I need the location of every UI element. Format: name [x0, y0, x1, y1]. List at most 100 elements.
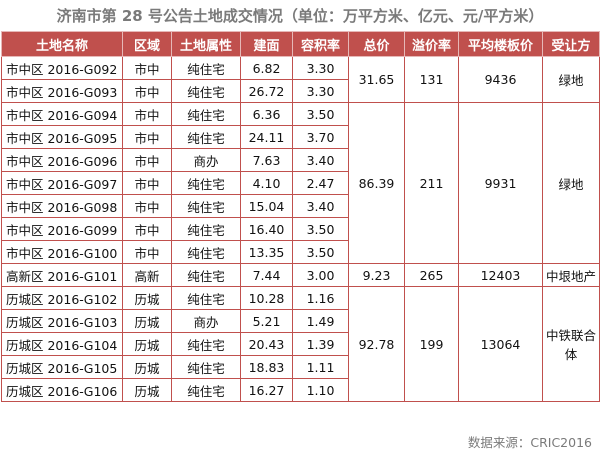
table-row: 市中区 2016-G097 市中 纯住宅 4.10 2.47: [1, 171, 600, 195]
cell-land-name: 市中区 2016-G095: [1, 125, 123, 149]
cell-area: 市中: [122, 217, 172, 241]
cell-floor-area: 10.28: [240, 286, 293, 310]
cell-area: 市中: [122, 148, 172, 172]
col-header-buyer: 受让方: [542, 31, 600, 57]
cell-floor-area: 13.35: [240, 240, 293, 264]
cell-land-type: 商办: [171, 148, 241, 172]
table-body: 市中区 2016-G092 市中 纯住宅 6.82 3.30 31.65 131 9436 绿地…: [1, 56, 600, 402]
cell-plot-ratio: 3.40: [292, 148, 349, 172]
cell-land-name: 市中区 2016-G094: [1, 102, 123, 126]
table-row: 历城区 2016-G106 历城 纯住宅 16.27 1.10: [1, 378, 600, 402]
cell-land-name: 市中区 2016-G099: [1, 217, 123, 241]
cell-land-name: 市中区 2016-G098: [1, 194, 123, 218]
table-row: 市中区 2016-G098 市中 纯住宅 15.04 3.40: [1, 194, 600, 218]
cell-floor-area: 6.82: [240, 56, 293, 80]
table-title: 济南市第 28 号公告土地成交情况（单位：万平方米、亿元、元/平方米）: [56, 7, 544, 25]
col-header-floor-price: 平均楼板价: [458, 31, 543, 57]
cell-buyer: 绿地: [542, 56, 600, 103]
cell-floor-area: 7.44: [240, 263, 293, 287]
cell-plot-ratio: 3.70: [292, 125, 349, 149]
cell-land-name: 历城区 2016-G106: [1, 378, 123, 402]
cell-area: 历城: [122, 309, 172, 333]
cell-total-price: 86.39: [348, 102, 405, 264]
col-header-type: 土地属性: [171, 31, 241, 57]
cell-land-type: 商办: [171, 309, 241, 333]
cell-plot-ratio: 1.11: [292, 355, 349, 379]
table-row: 市中区 2016-G099 市中 纯住宅 16.40 3.50: [1, 217, 600, 241]
cell-area: 历城: [122, 332, 172, 356]
col-header-name: 土地名称: [1, 31, 123, 57]
cell-floor-area: 20.43: [240, 332, 293, 356]
cell-floor-area: 16.27: [240, 378, 293, 402]
cell-land-type: 纯住宅: [171, 194, 241, 218]
cell-land-name: 历城区 2016-G102: [1, 286, 123, 310]
cell-land-type: 纯住宅: [171, 263, 241, 287]
cell-floor-area: 6.36: [240, 102, 293, 126]
col-header-premium: 溢价率: [404, 31, 459, 57]
table-row: 历城区 2016-G105 历城 纯住宅 18.83 1.11: [1, 355, 600, 379]
table-row: 市中区 2016-G096 市中 商办 7.63 3.40: [1, 148, 600, 172]
table-row: 历城区 2016-G103 历城 商办 5.21 1.49: [1, 309, 600, 333]
cell-premium-rate: 265: [404, 263, 459, 287]
cell-premium-rate: 211: [404, 102, 459, 264]
cell-land-name: 市中区 2016-G092: [1, 56, 123, 80]
table-row: 历城区 2016-G104 历城 纯住宅 20.43 1.39: [1, 332, 600, 356]
cell-land-type: 纯住宅: [171, 125, 241, 149]
cell-area: 市中: [122, 194, 172, 218]
cell-plot-ratio: 1.49: [292, 309, 349, 333]
cell-plot-ratio: 3.50: [292, 217, 349, 241]
col-header-total: 总价: [348, 31, 405, 57]
cell-floor-area: 5.21: [240, 309, 293, 333]
cell-plot-ratio: 3.00: [292, 263, 349, 287]
cell-land-type: 纯住宅: [171, 217, 241, 241]
cell-floor-area: 7.63: [240, 148, 293, 172]
cell-area: 市中: [122, 125, 172, 149]
cell-plot-ratio: 3.50: [292, 240, 349, 264]
cell-area: 市中: [122, 171, 172, 195]
cell-area: 高新: [122, 263, 172, 287]
cell-plot-ratio: 1.39: [292, 332, 349, 356]
cell-land-name: 历城区 2016-G105: [1, 355, 123, 379]
cell-buyer: 绿地: [542, 102, 600, 264]
cell-plot-ratio: 1.16: [292, 286, 349, 310]
cell-floor-area: 16.40: [240, 217, 293, 241]
cell-floor-area: 4.10: [240, 171, 293, 195]
cell-land-type: 纯住宅: [171, 332, 241, 356]
cell-land-type: 纯住宅: [171, 378, 241, 402]
col-header-ratio: 容积率: [292, 31, 349, 57]
cell-land-type: 纯住宅: [171, 102, 241, 126]
cell-land-name: 市中区 2016-G093: [1, 79, 123, 103]
cell-land-type: 纯住宅: [171, 79, 241, 103]
cell-land-type: 纯住宅: [171, 240, 241, 264]
cell-land-name: 高新区 2016-G101: [1, 263, 123, 287]
cell-land-type: 纯住宅: [171, 355, 241, 379]
cell-land-name: 市中区 2016-G097: [1, 171, 123, 195]
cell-area: 历城: [122, 378, 172, 402]
cell-floor-area: 15.04: [240, 194, 293, 218]
cell-area: 市中: [122, 56, 172, 80]
cell-plot-ratio: 1.10: [292, 378, 349, 402]
cell-total-price: 31.65: [348, 56, 405, 103]
header-row: 土地名称 区域 土地属性 建面 容积率 总价 溢价率 平均楼板价 受让方: [1, 31, 600, 57]
cell-area: 历城: [122, 355, 172, 379]
cell-buyer: 中铁联合体: [542, 286, 600, 402]
cell-buyer: 中垠地产: [542, 263, 600, 287]
table-row: 市中区 2016-G093 市中 纯住宅 26.72 3.30: [1, 79, 600, 103]
cell-land-type: 纯住宅: [171, 171, 241, 195]
col-header-area: 区域: [122, 31, 172, 57]
cell-total-price: 9.23: [348, 263, 405, 287]
cell-floor-area: 26.72: [240, 79, 293, 103]
cell-area: 历城: [122, 286, 172, 310]
cell-area: 市中: [122, 79, 172, 103]
cell-avg-floor-price: 9931: [458, 102, 543, 264]
table-row: 市中区 2016-G100 市中 纯住宅 13.35 3.50: [1, 240, 600, 264]
cell-plot-ratio: 3.30: [292, 79, 349, 103]
table-row: 历城区 2016-G102 历城 纯住宅 10.28 1.16 92.78 199 13064…: [1, 286, 600, 402]
table-row: 高新区 2016-G101 高新 纯住宅 7.44 3.00 9.23 265 12403 中垠…: [1, 263, 600, 287]
col-header-size: 建面: [240, 31, 293, 57]
cell-premium-rate: 131: [404, 56, 459, 103]
cell-land-type: 纯住宅: [171, 286, 241, 310]
cell-land-name: 历城区 2016-G104: [1, 332, 123, 356]
table-row: 市中区 2016-G092 市中 纯住宅 6.82 3.30 31.65 131 9436 绿地: [1, 56, 600, 103]
cell-avg-floor-price: 13064: [458, 286, 543, 402]
